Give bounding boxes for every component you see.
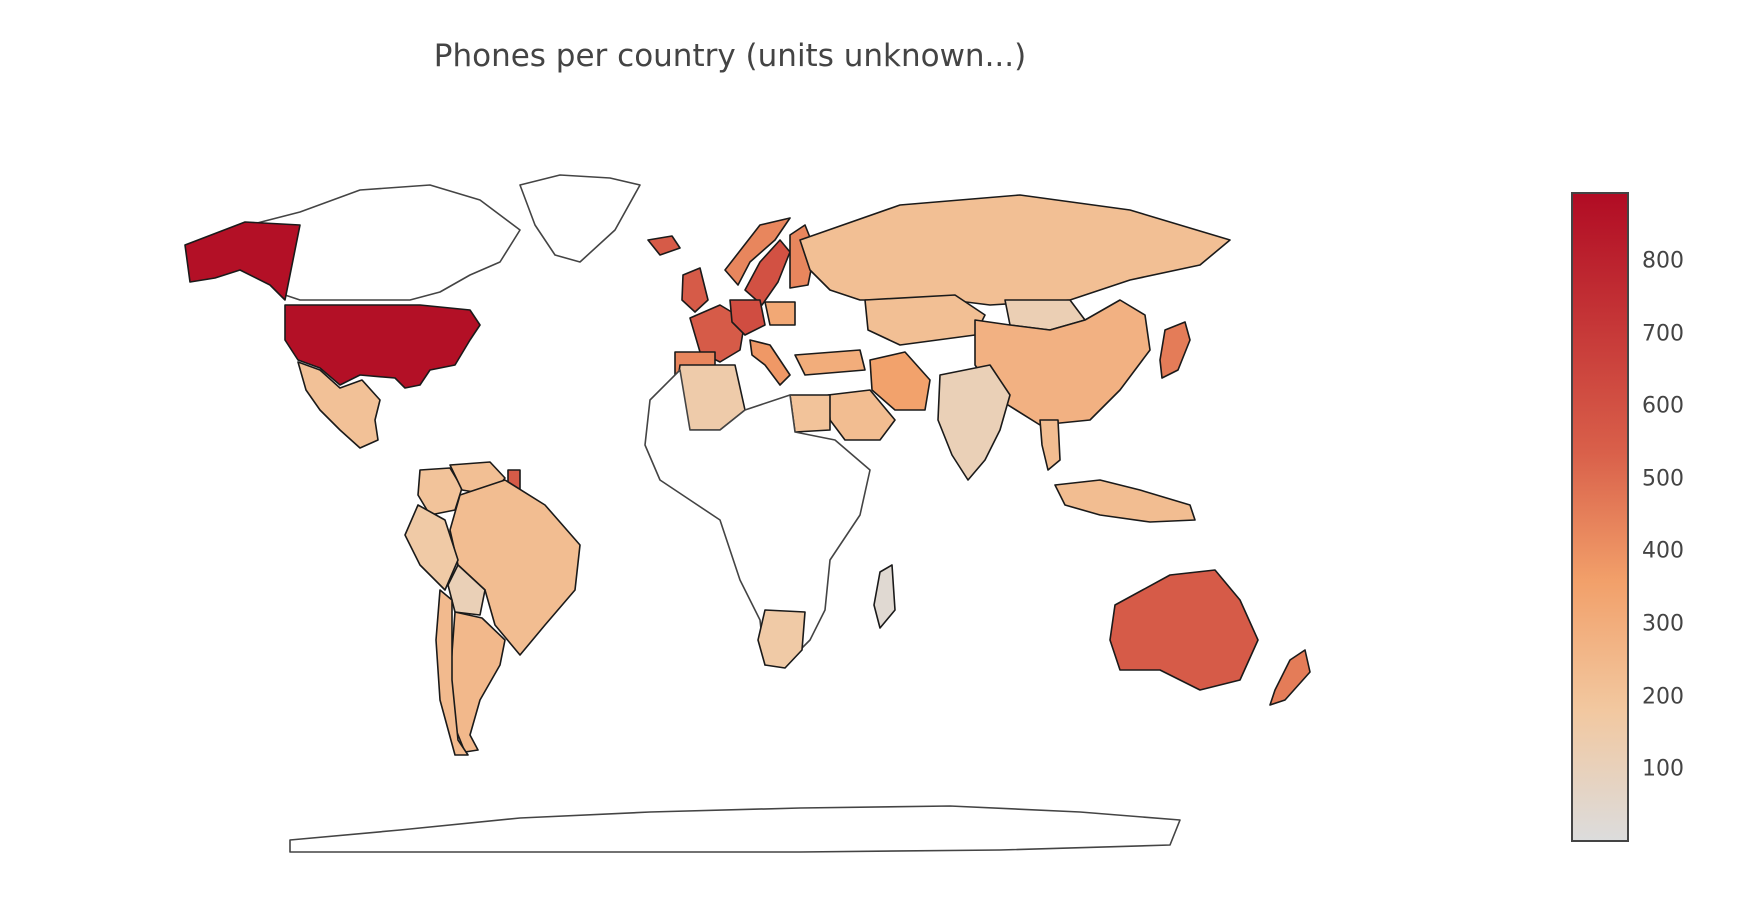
country-africa-rest[interactable] [644, 369, 871, 666]
colorbar-tick-400: 400 [1642, 538, 1684, 564]
country-canada[interactable] [229, 184, 521, 301]
chart-title: Phones per country (units unknown...) [433, 38, 1027, 74]
country-antarctica[interactable] [289, 805, 1181, 853]
country-thailand[interactable] [1039, 419, 1061, 471]
colorbar-tick-200: 200 [1642, 684, 1684, 710]
country-new-zealand[interactable] [1269, 649, 1311, 706]
colorbar-tick-600: 600 [1642, 393, 1684, 419]
country-australia[interactable] [1109, 569, 1259, 691]
country-iceland[interactable] [647, 235, 681, 256]
colorbar [1571, 192, 1629, 842]
country-argentina[interactable] [449, 611, 506, 753]
country-greenland[interactable] [519, 174, 641, 263]
country-alaska-united-states[interactable] [184, 221, 301, 301]
country-south-africa[interactable] [757, 609, 806, 669]
country-turkey[interactable] [794, 349, 866, 376]
colorbar-tick-300: 300 [1642, 611, 1684, 637]
country-peru[interactable] [404, 504, 459, 591]
colorbar-tick-100: 100 [1642, 756, 1684, 782]
country-japan[interactable] [1159, 321, 1191, 379]
country-italy[interactable] [749, 339, 791, 386]
country-egypt[interactable] [789, 394, 831, 433]
colorbar-tick-800: 800 [1642, 248, 1684, 274]
country-indonesia[interactable] [1054, 479, 1196, 523]
country-mexico[interactable] [297, 361, 381, 449]
country-chile[interactable] [435, 589, 469, 756]
colorbar-tick-700: 700 [1642, 321, 1684, 347]
colorbar-tick-500: 500 [1642, 466, 1684, 492]
country-russia[interactable] [799, 194, 1231, 306]
country-germany[interactable] [729, 299, 766, 336]
country-madagascar[interactable] [873, 564, 896, 629]
country-bolivia[interactable] [447, 564, 486, 616]
world-map[interactable] [0, 0, 1460, 910]
country-united-kingdom[interactable] [681, 267, 709, 313]
country-norway[interactable] [724, 217, 791, 286]
country-india[interactable] [937, 364, 1011, 481]
country-kazakhstan[interactable] [864, 294, 986, 346]
country-iran[interactable] [869, 351, 931, 411]
country-united-states[interactable] [284, 304, 481, 389]
country-poland[interactable] [764, 301, 796, 326]
